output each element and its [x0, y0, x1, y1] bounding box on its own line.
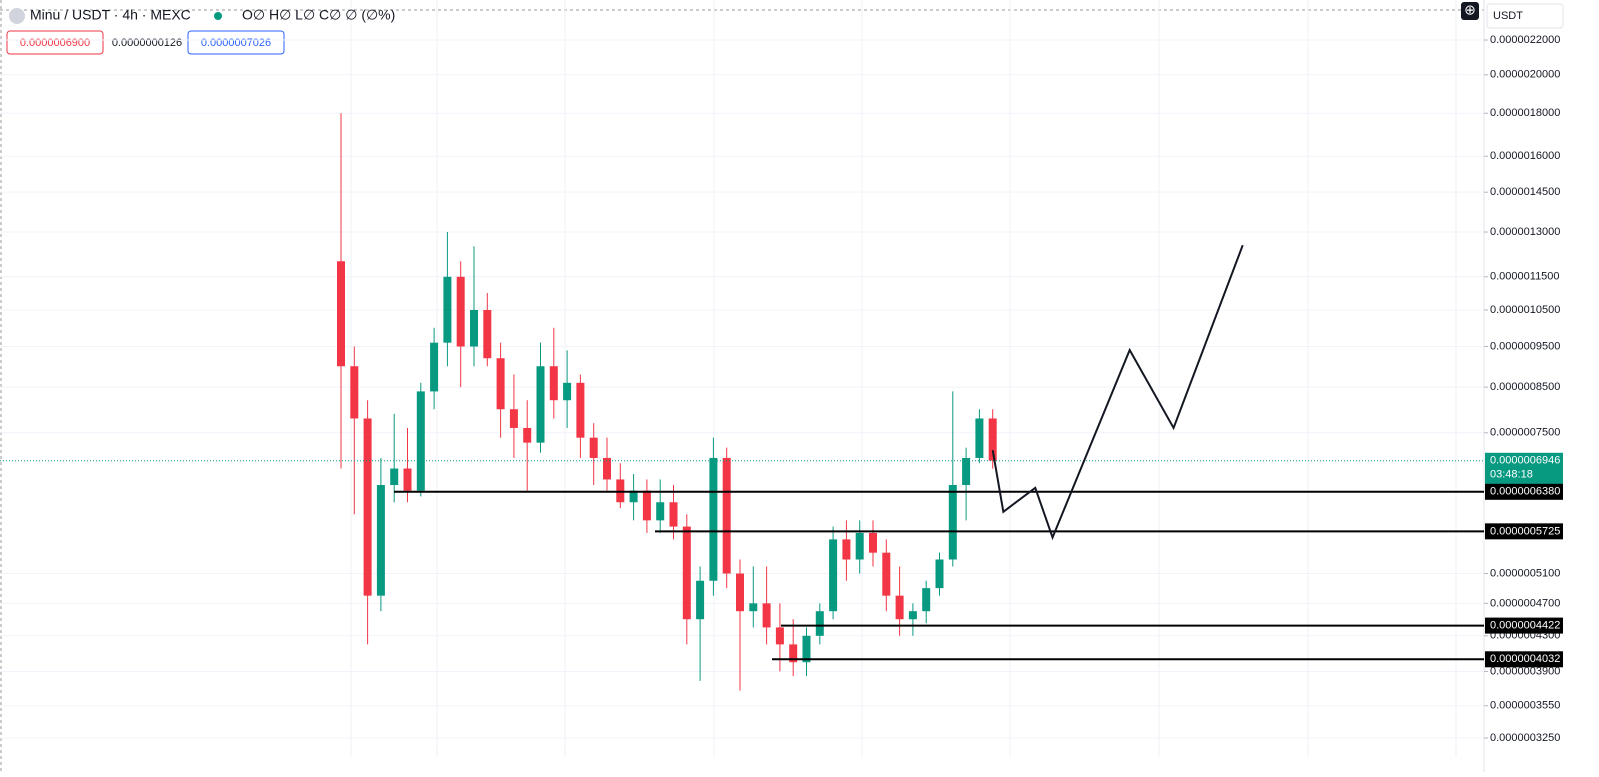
candle-body: [709, 457, 718, 581]
candle-body: [376, 485, 385, 596]
candle-body: [988, 418, 997, 461]
candle-body: [802, 635, 811, 663]
y-tick-label: 0.0000020000: [1490, 69, 1560, 81]
last-price-box: [1485, 452, 1563, 485]
level-box: [1485, 651, 1563, 668]
candle-body: [922, 588, 931, 612]
candle-body: [696, 580, 705, 620]
last-price-label: 0.0000006946: [1490, 455, 1560, 467]
candle-body: [962, 457, 971, 486]
symbol-icon: [9, 8, 25, 24]
candle-body: [736, 573, 744, 612]
level-box: [1485, 483, 1563, 500]
candle-body: [842, 539, 851, 560]
countdown: 03:48:18: [1490, 469, 1533, 481]
candle-body: [669, 502, 678, 527]
candle-body: [470, 309, 478, 347]
y-tick-label: 0.0000013000: [1490, 226, 1560, 238]
candle-body: [829, 539, 838, 612]
candle-body: [749, 603, 758, 612]
candle-body: [363, 418, 372, 596]
candle-body: [682, 526, 691, 620]
y-tick-label: 0.0000014500: [1490, 186, 1560, 198]
candle-body: [403, 468, 412, 491]
candle-body: [935, 559, 944, 589]
y-tick-label: 0.0000003550: [1490, 700, 1560, 712]
candle-body: [722, 457, 731, 574]
spread: 0.0000000126: [112, 37, 182, 49]
y-tick-label: 0.0000003250: [1490, 732, 1560, 744]
candle-body: [882, 552, 891, 596]
candle-body: [908, 611, 917, 620]
candle-body: [789, 644, 798, 663]
ohlc: O∅ H∅ L∅ C∅ ∅ (∅%): [242, 7, 395, 23]
candle-body: [443, 276, 452, 343]
y-tick-label: 0.0000011500: [1490, 271, 1560, 283]
projection-path: [991, 244, 1244, 541]
candle-body: [523, 427, 532, 443]
candle-body: [656, 502, 665, 521]
candle-body: [430, 342, 439, 392]
currency-select[interactable]: [1486, 3, 1564, 29]
candle-body: [509, 409, 518, 428]
y-tick-label: 0.0000005100: [1490, 567, 1560, 579]
level-label: 0.0000004422: [1490, 620, 1560, 632]
price-box[interactable]: [187, 30, 285, 55]
level-label: 0.0000006380: [1490, 486, 1560, 498]
candle-body: [762, 603, 771, 628]
y-tick-label: 0.0000016000: [1490, 150, 1560, 162]
candle-body: [416, 391, 425, 491]
candle-body: [390, 468, 399, 486]
candle-body: [563, 382, 572, 401]
add-button[interactable]: [1461, 2, 1479, 20]
add-icon[interactable]: ⊕: [1464, 2, 1476, 18]
level-box: [1485, 523, 1563, 540]
candle-body: [775, 627, 784, 645]
level-label: 0.0000004032: [1490, 653, 1560, 665]
y-tick-label: 0.0000022000: [1490, 34, 1560, 46]
y-tick-label: 0.0000004700: [1490, 597, 1560, 609]
level-label: 0.0000005725: [1490, 525, 1560, 537]
candle-body: [869, 532, 877, 553]
candle-body: [629, 490, 638, 503]
y-tick-label: 0.0000008500: [1490, 381, 1560, 393]
candle-body: [496, 358, 505, 410]
candle-body: [589, 437, 598, 458]
candle-body: [948, 485, 957, 560]
candle-body: [456, 276, 465, 347]
candle-body: [483, 309, 492, 359]
level-box: [1485, 617, 1563, 634]
symbol[interactable]: Minu / USDT · 4h · MEXC: [30, 7, 191, 23]
currency[interactable]: USDT: [1493, 10, 1523, 22]
candle-body: [895, 595, 904, 620]
y-tick-label: 0.0000018000: [1490, 107, 1560, 119]
y-tick-label: 0.0000003900: [1490, 665, 1560, 677]
candle-body: [337, 261, 345, 367]
sell-price[interactable]: 0.0000006900: [20, 37, 90, 49]
candle-body: [815, 611, 824, 636]
candle-body: [536, 366, 545, 443]
price-box[interactable]: [6, 30, 104, 55]
candle-body: [576, 382, 585, 438]
candle-body: [603, 457, 611, 480]
y-tick-label: 0.0000009500: [1490, 340, 1560, 352]
candle-body: [549, 366, 558, 401]
candle-body: [975, 418, 984, 458]
candle-body: [350, 366, 359, 419]
buy-price[interactable]: 0.0000007026: [201, 37, 271, 49]
y-tick-label: 0.0000010500: [1490, 304, 1560, 316]
status-dot: [214, 12, 222, 20]
candle-body: [855, 532, 864, 560]
candle-body: [642, 490, 651, 521]
y-tick-label: 0.0000007500: [1490, 427, 1560, 439]
